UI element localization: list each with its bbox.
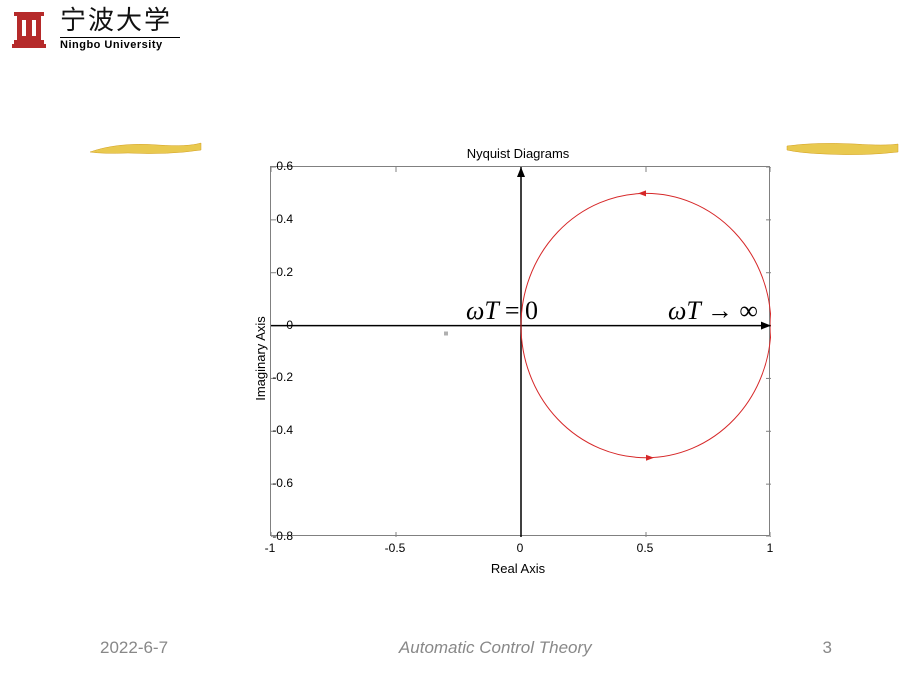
x-tick-label: -1 (265, 541, 276, 555)
plot-area (270, 166, 770, 536)
y-tick-label: 0 (263, 318, 293, 332)
university-name-cn: 宁波大学 (60, 8, 180, 34)
x-tick-label: 0.5 (637, 541, 654, 555)
chart-title: Nyquist Diagrams (238, 146, 798, 161)
brush-decor-left (88, 140, 203, 158)
university-header: 宁波大学 Ningbo University (8, 6, 180, 52)
nyquist-chart: Nyquist Diagrams Imaginary Axis Real Axi… (238, 146, 798, 578)
university-logo (8, 6, 50, 52)
annotation-omega-inf: ωT → ∞ (668, 296, 758, 326)
x-tick-label: 0 (517, 541, 524, 555)
footer-page: 3 (823, 638, 832, 658)
x-tick-label: -0.5 (385, 541, 406, 555)
x-axis-label: Real Axis (238, 561, 798, 576)
y-tick-label: -0.4 (263, 423, 293, 437)
university-name-block: 宁波大学 Ningbo University (60, 8, 180, 51)
annotation-omega-zero: ωT = 0 (466, 296, 538, 326)
y-tick-label: 0.2 (263, 265, 293, 279)
footer-date: 2022-6-7 (100, 638, 168, 658)
university-name-en: Ningbo University (60, 39, 180, 51)
divider (60, 37, 180, 38)
y-tick-label: -0.6 (263, 476, 293, 490)
footer-title: Automatic Control Theory (399, 638, 592, 658)
brush-decor-right (785, 140, 900, 158)
y-tick-label: -0.2 (263, 370, 293, 384)
x-tick-label: 1 (767, 541, 774, 555)
slide-footer: 2022-6-7 Automatic Control Theory 3 (0, 638, 920, 658)
y-tick-label: 0.6 (263, 159, 293, 173)
y-tick-label: 0.4 (263, 212, 293, 226)
